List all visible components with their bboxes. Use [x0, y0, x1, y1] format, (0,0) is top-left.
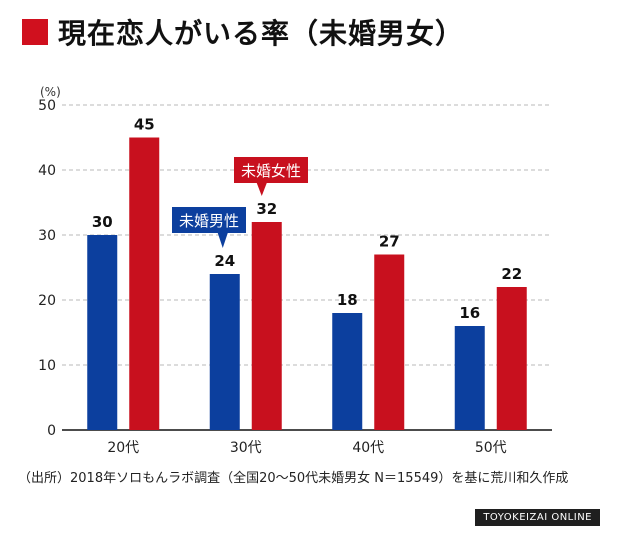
legend-female-box: [234, 157, 308, 183]
x-tick-label: 20代: [107, 440, 139, 456]
data-label: 18: [337, 291, 358, 309]
y-tick-label: 30: [38, 228, 56, 244]
y-tick-label: 10: [38, 358, 56, 374]
x-tick-label: 30代: [230, 440, 262, 456]
x-tick-label: 50代: [475, 440, 507, 456]
legend-male-pointer: [217, 233, 228, 248]
y-tick-label: 20: [38, 293, 56, 309]
bar: [454, 326, 485, 430]
bar: [209, 274, 240, 430]
data-label: 24: [214, 252, 235, 270]
data-label: 30: [92, 213, 113, 231]
legend-male-text: 未婚男性: [179, 212, 239, 230]
bar: [496, 287, 527, 430]
data-label: 16: [459, 304, 480, 322]
x-tick-label: 40代: [352, 440, 384, 456]
bar: [87, 235, 118, 430]
chart-title-block: 現在恋人がいる率（未婚男女）: [22, 14, 464, 50]
bar: [251, 222, 282, 430]
bar: [129, 137, 160, 430]
data-label: 22: [501, 265, 522, 283]
bar: [374, 254, 405, 430]
data-label: 45: [134, 116, 155, 134]
y-tick-label: 50: [38, 98, 56, 114]
y-unit-label: (%): [40, 85, 61, 99]
y-tick-label: 0: [47, 423, 56, 439]
title-marker: [22, 19, 48, 45]
legend-male-box: [172, 207, 246, 233]
y-tick-label: 40: [38, 163, 56, 179]
chart-title: 現在恋人がいる率（未婚男女）: [58, 17, 465, 50]
data-label: 32: [256, 200, 277, 218]
legend-female-pointer: [256, 183, 267, 196]
bar-chart: (%) 0 10 20 30 40 50 30 45 20代 24 32 30代 18 27 40代 16 22 5…: [38, 85, 552, 456]
source-note: （出所）2018年ソロもんラボ調査（全国20〜50代未婚男女 N＝15549）を…: [18, 471, 569, 486]
data-label: 27: [379, 233, 400, 251]
legend-female-text: 未婚女性: [241, 162, 301, 180]
brand-badge: TOYOKEIZAI ONLINE: [475, 509, 600, 526]
bar: [332, 313, 363, 430]
